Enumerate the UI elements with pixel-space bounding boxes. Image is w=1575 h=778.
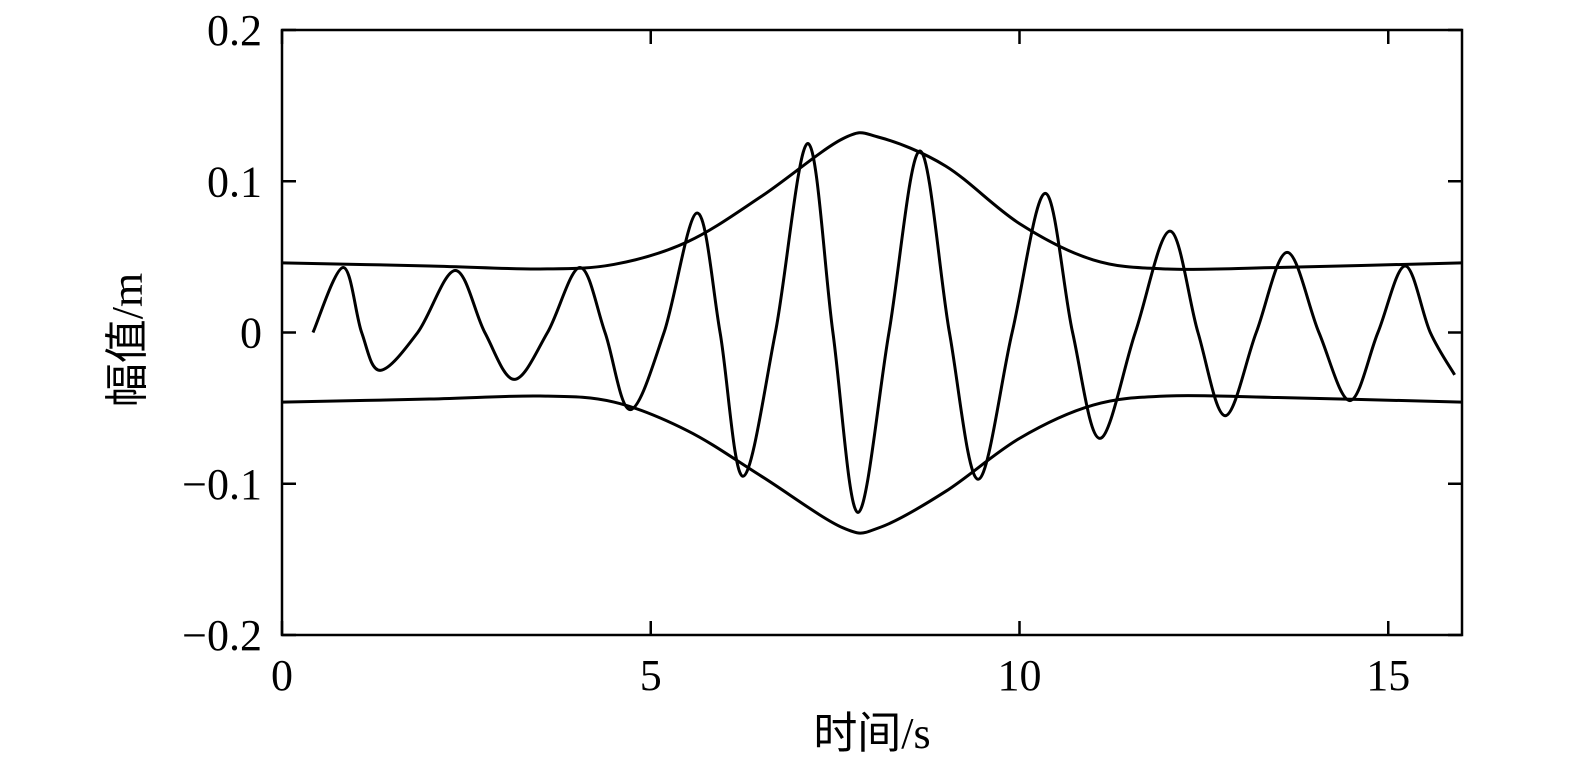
- y-tick-label: 0: [240, 309, 262, 358]
- x-tick-label: 15: [1366, 651, 1410, 700]
- y-tick-label: 0.2: [207, 6, 262, 55]
- y-tick-label: 0.1: [207, 157, 262, 206]
- data-line: [311, 141, 1456, 514]
- data-line: [281, 394, 1463, 535]
- x-tick-label: 0: [271, 651, 293, 700]
- y-axis-label: 幅值/m: [103, 273, 152, 407]
- x-tick-label: 5: [640, 651, 662, 700]
- y-tick-label: −0.2: [182, 611, 262, 660]
- y-tick-label: −0.1: [182, 460, 262, 509]
- plot-frame: [280, 28, 1464, 637]
- data-line: [281, 131, 1463, 271]
- x-axis-label: 时间/s: [813, 709, 930, 758]
- x-tick-label: 10: [998, 651, 1042, 700]
